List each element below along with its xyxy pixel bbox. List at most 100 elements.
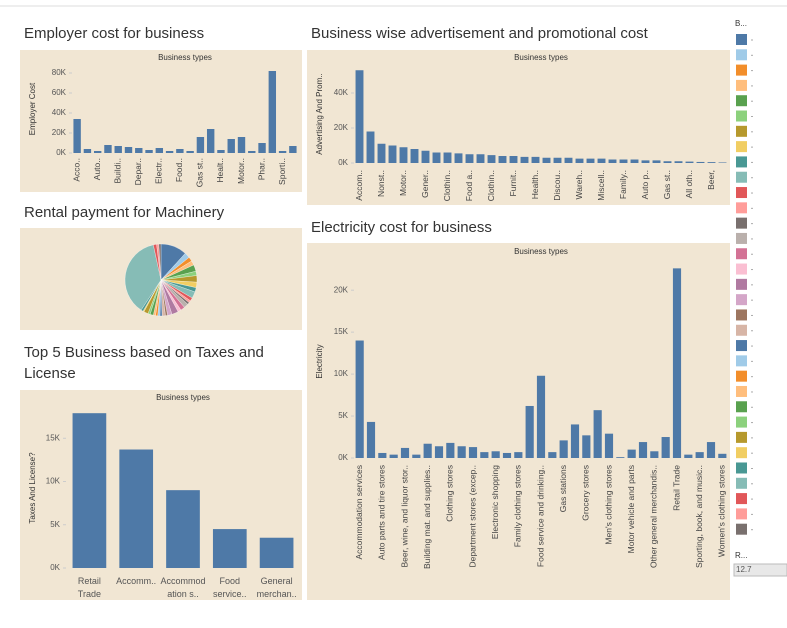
x-tick-label: Auto p.. bbox=[640, 170, 650, 199]
legend-swatch bbox=[736, 125, 747, 137]
x-tick-label: Gener.. bbox=[420, 170, 430, 198]
y-tick-label: 0K bbox=[56, 148, 66, 157]
legend-swatch bbox=[736, 232, 747, 244]
x-tick-label: Building mat. and supplies.. bbox=[422, 465, 432, 569]
legend-swatch bbox=[736, 324, 747, 336]
legend-swatch bbox=[736, 171, 747, 183]
bar bbox=[446, 442, 455, 458]
x-tick-label: Clothin.. bbox=[486, 170, 496, 201]
legend-swatch bbox=[736, 523, 747, 535]
bar bbox=[145, 150, 153, 153]
legend-swatch bbox=[736, 217, 747, 229]
bar bbox=[650, 451, 659, 458]
x-tick-label: Phar.. bbox=[256, 158, 266, 180]
legend-swatch bbox=[736, 355, 747, 367]
x-tick-label: Food service and drinking.. bbox=[535, 465, 545, 567]
bar bbox=[695, 452, 704, 458]
bar bbox=[498, 156, 507, 163]
legend-swatch bbox=[736, 248, 747, 260]
x-tick-label: Retail Trade bbox=[77, 576, 101, 599]
y-axis-label: Advertising And Prom.. bbox=[315, 73, 324, 154]
legend-swatch bbox=[736, 447, 747, 459]
bar bbox=[400, 447, 410, 458]
legend-title: B... bbox=[735, 19, 747, 28]
legend-swatch bbox=[736, 278, 747, 290]
bar bbox=[119, 449, 154, 568]
bar bbox=[389, 454, 398, 458]
legend-swatch bbox=[736, 493, 747, 505]
bar bbox=[289, 146, 297, 153]
pie-slice bbox=[158, 243, 162, 281]
bar bbox=[196, 137, 205, 153]
y-tick-label: 40K bbox=[334, 88, 349, 97]
bar bbox=[412, 454, 421, 458]
bar bbox=[627, 449, 636, 458]
legend-swatch bbox=[736, 49, 747, 61]
x-tick-label: Department stores (excep.. bbox=[467, 465, 477, 568]
chart-title: Electricity cost for business bbox=[311, 219, 492, 236]
bar bbox=[559, 440, 568, 458]
bar bbox=[278, 151, 287, 153]
x-tick-label: Clothin.. bbox=[442, 170, 452, 201]
bar bbox=[718, 453, 727, 458]
bar bbox=[355, 340, 364, 458]
legend-swatch bbox=[736, 462, 747, 474]
bar bbox=[707, 162, 716, 163]
bar bbox=[72, 413, 107, 568]
x-tick-label: Miscell.. bbox=[596, 170, 606, 201]
panel bbox=[307, 50, 730, 205]
legend-swatch bbox=[736, 202, 747, 214]
y-tick-label: 20K bbox=[52, 128, 67, 137]
x-tick-label: Depar.. bbox=[133, 158, 143, 185]
size-legend-title: R... bbox=[735, 551, 747, 560]
x-tick-label: Accom.. bbox=[354, 170, 364, 201]
bar bbox=[684, 454, 693, 458]
bar bbox=[553, 157, 562, 163]
bar bbox=[388, 145, 397, 163]
bar bbox=[672, 268, 682, 458]
bar bbox=[706, 442, 716, 458]
x-tick-label: Motor.. bbox=[398, 170, 408, 196]
bar bbox=[155, 148, 164, 153]
y-tick-label: 15K bbox=[334, 327, 349, 336]
column-header: Business types bbox=[156, 393, 210, 402]
chart-title: Top 5 Business based on Taxes and Licens… bbox=[24, 344, 264, 382]
legend-swatch bbox=[736, 385, 747, 397]
bar bbox=[457, 446, 466, 458]
y-tick-label: 20K bbox=[334, 285, 349, 294]
bar bbox=[212, 529, 247, 568]
bar bbox=[604, 433, 614, 458]
bar bbox=[696, 161, 705, 163]
x-tick-label: Healt.. bbox=[215, 158, 225, 183]
x-tick-label: Accomm.. bbox=[116, 576, 157, 586]
bar bbox=[491, 451, 500, 458]
bar bbox=[258, 143, 266, 153]
x-tick-label: All oth.. bbox=[684, 170, 694, 198]
legend-swatch bbox=[736, 95, 747, 107]
bar bbox=[674, 161, 683, 163]
bar bbox=[206, 129, 215, 153]
bar bbox=[487, 155, 496, 163]
bar bbox=[176, 149, 184, 153]
x-tick-label: Motor vehicle and parts bbox=[626, 465, 636, 553]
bar bbox=[248, 151, 256, 153]
bar bbox=[355, 70, 364, 163]
bar bbox=[608, 159, 617, 163]
bar bbox=[502, 452, 512, 458]
x-tick-label: Retail Trade bbox=[671, 465, 681, 511]
y-axis-label: Electricity bbox=[315, 344, 324, 378]
column-header: Business types bbox=[514, 53, 568, 62]
bar bbox=[465, 154, 474, 163]
bar bbox=[366, 131, 375, 163]
x-tick-label: Women's clothing stores bbox=[717, 465, 727, 557]
bar bbox=[593, 410, 602, 458]
bar bbox=[443, 152, 452, 163]
y-tick-label: 15K bbox=[46, 433, 61, 442]
y-tick-label: 5K bbox=[338, 411, 348, 420]
legend-swatch bbox=[736, 309, 747, 321]
x-tick-label: Electr.. bbox=[154, 158, 164, 184]
bar bbox=[83, 149, 92, 153]
legend-swatch bbox=[736, 431, 747, 443]
bar bbox=[480, 452, 489, 458]
x-tick-label: Gas stations bbox=[558, 465, 568, 512]
